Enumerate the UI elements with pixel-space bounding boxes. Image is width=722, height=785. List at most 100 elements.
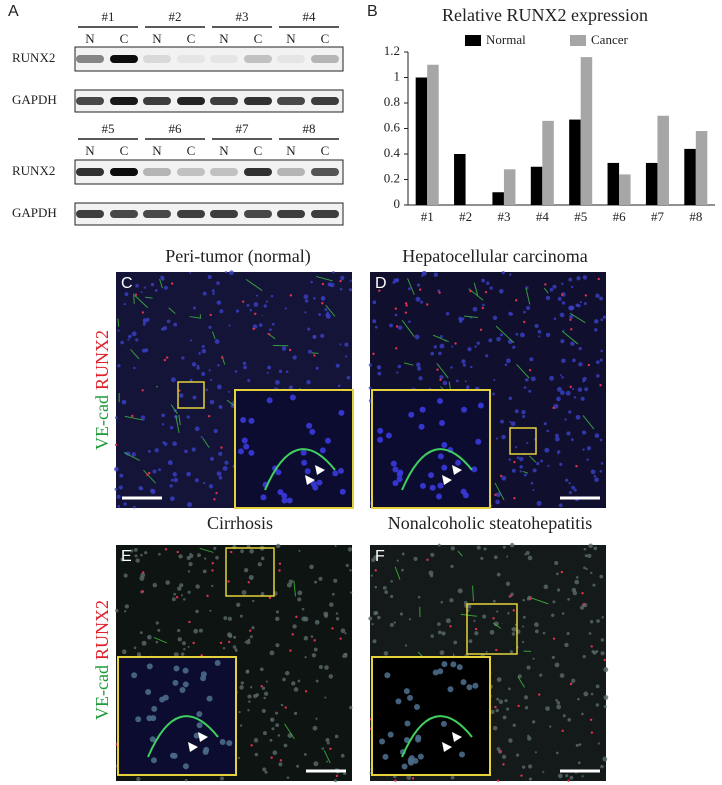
nucleus <box>506 555 509 558</box>
nucleus <box>278 762 283 767</box>
nucleus <box>458 316 463 321</box>
inset-nucleus <box>395 698 402 705</box>
nucleus <box>191 447 196 452</box>
nucleus <box>244 641 247 644</box>
vessel <box>492 622 502 629</box>
nucleus <box>155 640 159 644</box>
nucleus <box>511 468 516 473</box>
nucleus <box>186 471 191 477</box>
nucleus <box>142 322 146 326</box>
nucleus <box>509 273 512 276</box>
nucleus <box>323 611 329 617</box>
nucleus <box>241 590 247 595</box>
nucleus <box>377 615 381 620</box>
vessel <box>315 275 333 282</box>
blot-band <box>177 97 205 105</box>
inset-nucleus <box>461 406 468 413</box>
nucleus <box>131 452 137 457</box>
nucleus <box>583 302 587 306</box>
nucleus <box>264 770 268 774</box>
nucleus <box>530 481 534 485</box>
nucleus <box>384 590 389 595</box>
image-title: Nonalcoholic steatohepatitis <box>388 513 592 533</box>
runx2-dot <box>142 571 145 574</box>
nucleus <box>301 607 305 611</box>
nucleus <box>184 778 188 782</box>
runx2-dot <box>484 290 488 294</box>
inset-nucleus <box>131 672 138 679</box>
nucleus <box>240 549 244 554</box>
nucleus <box>502 754 507 759</box>
vessel <box>175 415 180 434</box>
inset-nucleus <box>151 705 158 712</box>
nucleus <box>275 380 280 385</box>
nucleus <box>507 687 511 691</box>
nucleus <box>534 323 539 328</box>
sample-label: #1 <box>102 9 115 24</box>
vessel <box>153 636 168 644</box>
runx2-dot <box>552 637 556 640</box>
sample-label: #5 <box>102 121 115 136</box>
nucleus <box>285 670 290 676</box>
image-title: Hepatocellular carcinoma <box>402 246 587 266</box>
nucleus <box>495 499 500 505</box>
nucleus <box>433 272 439 277</box>
vessel <box>394 566 401 580</box>
nucleus <box>297 590 303 596</box>
nucleus <box>118 485 123 490</box>
nucleus <box>180 594 184 597</box>
nucleus <box>179 393 184 398</box>
nucleus <box>270 718 273 721</box>
inset-nucleus <box>219 738 226 745</box>
stain-label: VE-cad RUNX2 <box>92 330 112 450</box>
nucleus <box>466 385 470 389</box>
nucleus <box>315 366 319 370</box>
runx2-dot <box>141 590 145 593</box>
nucleus <box>600 318 604 322</box>
runx2-dot <box>514 299 518 302</box>
nucleus <box>568 410 572 414</box>
runx2-dot <box>479 328 483 331</box>
sample-label: #7 <box>236 121 250 136</box>
runx2-dot <box>288 348 292 352</box>
arrowhead <box>442 742 452 752</box>
nucleus <box>171 597 176 602</box>
nucleus <box>189 339 193 342</box>
runx2-dot <box>270 756 273 759</box>
inset-nucleus <box>173 665 180 672</box>
runx2-dot <box>582 603 585 606</box>
nucleus <box>169 484 173 488</box>
nucleus <box>189 378 193 382</box>
nucleus <box>476 341 480 345</box>
nucleus <box>397 364 402 369</box>
bar <box>569 119 581 205</box>
nucleus <box>275 723 280 728</box>
runx2-dot <box>295 615 298 618</box>
nucleus <box>542 771 545 774</box>
nucleus <box>549 725 552 728</box>
nucleus <box>339 343 342 346</box>
runx2-dot <box>439 378 442 381</box>
nucleus <box>482 614 487 619</box>
nucleus <box>343 771 347 776</box>
nucleus <box>492 315 498 320</box>
nucleus <box>266 371 269 374</box>
blot-band <box>244 168 272 176</box>
nucleus <box>572 590 578 596</box>
nucleus <box>121 399 127 405</box>
nucleus <box>127 334 132 339</box>
nucleus <box>123 302 126 306</box>
nucleus <box>528 764 533 769</box>
nucleus <box>345 355 348 358</box>
nucleus <box>135 338 139 342</box>
nucleus <box>583 691 589 697</box>
lane-label: N <box>85 143 95 158</box>
nucleus <box>495 437 499 440</box>
runx2-dot <box>134 293 138 296</box>
nucleus <box>390 580 393 583</box>
vessel <box>517 676 526 688</box>
nucleus <box>594 319 599 324</box>
nucleus <box>249 548 254 554</box>
vessel <box>170 404 178 415</box>
inset-nucleus <box>419 482 426 489</box>
